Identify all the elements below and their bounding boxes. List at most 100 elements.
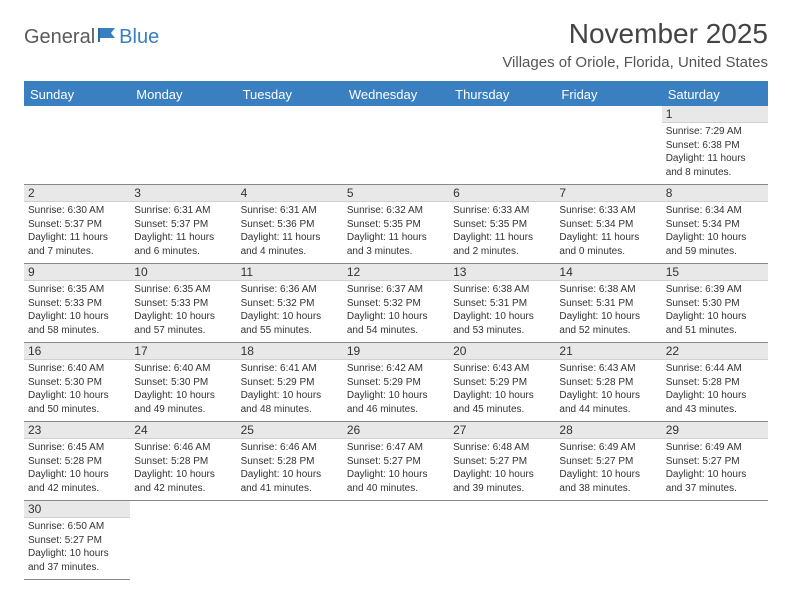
calendar-cell: 28Sunrise: 6:49 AMSunset: 5:27 PMDayligh… [555, 422, 661, 501]
sunset-text: Sunset: 5:27 PM [666, 455, 764, 469]
calendar-cell: 11 Sunrise: 6:36 AMSunset: 5:32 PMDayligh… [237, 264, 343, 343]
calendar-cell: 14Sunrise: 6:38 AMSunset: 5:31 PMDayligh… [555, 264, 661, 343]
day-info: Sunrise: 6:31 AMSunset: 5:37 PMDaylight:… [134, 204, 232, 258]
day-number: 9 [24, 264, 130, 281]
calendar-cell: 8Sunrise: 6:34 AMSunset: 5:34 PMDaylight… [662, 185, 768, 264]
sunset-text: Sunset: 5:32 PM [241, 297, 339, 311]
sunrise-text: Sunrise: 6:38 AM [453, 283, 551, 297]
sunrise-text: Sunrise: 6:31 AM [134, 204, 232, 218]
day-info: Sunrise: 6:33 AMSunset: 5:34 PMDaylight:… [559, 204, 657, 258]
daylight-text: Daylight: 11 hours and 0 minutes. [559, 231, 657, 258]
daylight-text: Daylight: 10 hours and 53 minutes. [453, 310, 551, 337]
calendar-cell: 3Sunrise: 6:31 AMSunset: 5:37 PMDaylight… [130, 185, 236, 264]
sunrise-text: Sunrise: 6:34 AM [666, 204, 764, 218]
sunrise-text: Sunrise: 6:32 AM [347, 204, 445, 218]
day-number: 23 [24, 422, 130, 439]
brand-text-blue: Blue [119, 26, 159, 49]
sunset-text: Sunset: 5:33 PM [134, 297, 232, 311]
calendar-cell: 30Sunrise: 6:50 AMSunset: 5:27 PMDayligh… [24, 501, 130, 580]
day-info: Sunrise: 6:44 AMSunset: 5:28 PMDaylight:… [666, 362, 764, 416]
day-info: Sunrise: 6:35 AMSunset: 5:33 PMDaylight:… [28, 283, 126, 337]
day-info: Sunrise: 6:30 AMSunset: 5:37 PMDaylight:… [28, 204, 126, 258]
daylight-text: Daylight: 10 hours and 45 minutes. [453, 389, 551, 416]
sunrise-text: Sunrise: 6:31 AM [241, 204, 339, 218]
calendar-row: 2 Sunrise: 6:30 AMSunset: 5:37 PMDaylight… [24, 185, 768, 264]
calendar-cell: 19 Sunrise: 6:42 AMSunset: 5:29 PMDayligh… [343, 343, 449, 422]
sunrise-text: Sunrise: 6:50 AM [28, 520, 126, 534]
sunset-text: Sunset: 6:38 PM [666, 139, 764, 153]
day-number: 5 [343, 185, 449, 202]
calendar-cell: 5 Sunrise: 6:32 AMSunset: 5:35 PMDaylight… [343, 185, 449, 264]
sunset-text: Sunset: 5:35 PM [347, 218, 445, 232]
sunrise-text: Sunrise: 7:29 AM [666, 125, 764, 139]
calendar-cell: 22Sunrise: 6:44 AMSunset: 5:28 PMDayligh… [662, 343, 768, 422]
sunrise-text: Sunrise: 6:41 AM [241, 362, 339, 376]
calendar-cell: 27Sunrise: 6:48 AMSunset: 5:27 PMDayligh… [449, 422, 555, 501]
sunset-text: Sunset: 5:30 PM [666, 297, 764, 311]
calendar-cell: 21 Sunrise: 6:43 AMSunset: 5:28 PMDayligh… [555, 343, 661, 422]
sunrise-text: Sunrise: 6:39 AM [666, 283, 764, 297]
sunset-text: Sunset: 5:30 PM [134, 376, 232, 390]
daylight-text: Daylight: 10 hours and 58 minutes. [28, 310, 126, 337]
day-number: 26 [343, 422, 449, 439]
sunset-text: Sunset: 5:27 PM [347, 455, 445, 469]
day-info: Sunrise: 6:34 AMSunset: 5:34 PMDaylight:… [666, 204, 764, 258]
calendar-row: 16 Sunrise: 6:40 AM Sunset: 5:30 PM Dayligh… [24, 343, 768, 422]
weekday-header: Sunday [24, 82, 130, 106]
calendar-cell: 10Sunrise: 6:35 AMSunset: 5:33 PMDayligh… [130, 264, 236, 343]
day-number: 21 [555, 343, 661, 360]
day-number: 7 [555, 185, 661, 202]
sunrise-text: Sunrise: 6:46 AM [134, 441, 232, 455]
sunrise-text: Sunrise: 6:33 AM [453, 204, 551, 218]
daylight-text: Daylight: 10 hours and 39 minutes. [453, 468, 551, 495]
daylight-text: Daylight: 10 hours and 54 minutes. [347, 310, 445, 337]
calendar-cell [237, 106, 343, 185]
day-info: Sunrise: 6:50 AMSunset: 5:27 PMDaylight:… [28, 520, 126, 574]
sunrise-text: Sunrise: 6:38 AM [559, 283, 657, 297]
sunrise-text: Sunrise: 6:48 AM [453, 441, 551, 455]
day-number: 13 [449, 264, 555, 281]
calendar-cell [130, 501, 236, 580]
calendar-row: 9 Sunrise: 6:35 AMSunset: 5:33 PMDaylight… [24, 264, 768, 343]
sunrise-text: Sunrise: 6:40 AM [28, 362, 126, 376]
calendar-cell: 12Sunrise: 6:37 AMSunset: 5:32 PMDayligh… [343, 264, 449, 343]
day-info: Sunrise: 6:49 AMSunset: 5:27 PMDaylight:… [666, 441, 764, 495]
sunrise-text: Sunrise: 6:36 AM [241, 283, 339, 297]
daylight-text: Daylight: 10 hours and 50 minutes. [28, 389, 126, 416]
calendar-cell: 24 Sunrise: 6:46 AMSunset: 5:28 PMDayligh… [130, 422, 236, 501]
title-block: November 2025 Villages of Oriole, Florid… [502, 18, 768, 71]
daylight-text: Daylight: 11 hours and 3 minutes. [347, 231, 445, 258]
daylight-text: Daylight: 10 hours and 52 minutes. [559, 310, 657, 337]
day-info: Sunrise: 6:32 AMSunset: 5:35 PMDaylight:… [347, 204, 445, 258]
calendar-cell [343, 501, 449, 580]
day-info: Sunrise: 6:33 AMSunset: 5:35 PMDaylight:… [453, 204, 551, 258]
sunset-text: Sunset: 5:37 PM [134, 218, 232, 232]
brand-logo: General Blue [24, 18, 159, 49]
calendar-body: 1Sunrise: 7:29 AMSunset: 6:38 PMDaylight… [24, 106, 768, 580]
sunrise-text: Sunrise: 6:46 AM [241, 441, 339, 455]
calendar-cell [662, 501, 768, 580]
calendar-cell [449, 106, 555, 185]
day-info: Sunrise: 6:43 AMSunset: 5:28 PMDaylight:… [559, 362, 657, 416]
calendar-cell: 16Sunrise: 6:40 AMSunset: 5:30 PMDayligh… [24, 343, 130, 422]
day-info: Sunrise: 6:46 AMSunset: 5:28 PMDaylight:… [134, 441, 232, 495]
day-info: Sunrise: 6:36 AMSunset: 5:32 PMDaylight:… [241, 283, 339, 337]
calendar-cell: 20Sunrise: 6:43 AMSunset: 5:29 PMDayligh… [449, 343, 555, 422]
daylight-text: Daylight: 11 hours and 6 minutes. [134, 231, 232, 258]
day-number: 6 [449, 185, 555, 202]
daylight-text: Daylight: 10 hours and 59 minutes. [666, 231, 764, 258]
daylight-text: Daylight: 10 hours and 57 minutes. [134, 310, 232, 337]
day-info: Sunrise: 6:42 AMSunset: 5:29 PMDaylight:… [347, 362, 445, 416]
weekday-header: Tuesday [237, 82, 343, 106]
day-number: 2 [24, 185, 130, 202]
day-info: Sunrise: 6:46 AMSunset: 5:28 PMDaylight:… [241, 441, 339, 495]
calendar-row: 23Sunrise: 6:45 AMSunset: 5:28 PMDayligh… [24, 422, 768, 501]
day-number: 16 [24, 343, 130, 360]
daylight-text: Daylight: 10 hours and 51 minutes. [666, 310, 764, 337]
calendar-cell: 25Sunrise: 6:46 AMSunset: 5:28 PMDayligh… [237, 422, 343, 501]
day-number: 24 [130, 422, 236, 439]
day-number: 19 [343, 343, 449, 360]
sunrise-text: Sunrise: 6:45 AM [28, 441, 126, 455]
day-number: 11 [237, 264, 343, 281]
weekday-header: Thursday [449, 82, 555, 106]
